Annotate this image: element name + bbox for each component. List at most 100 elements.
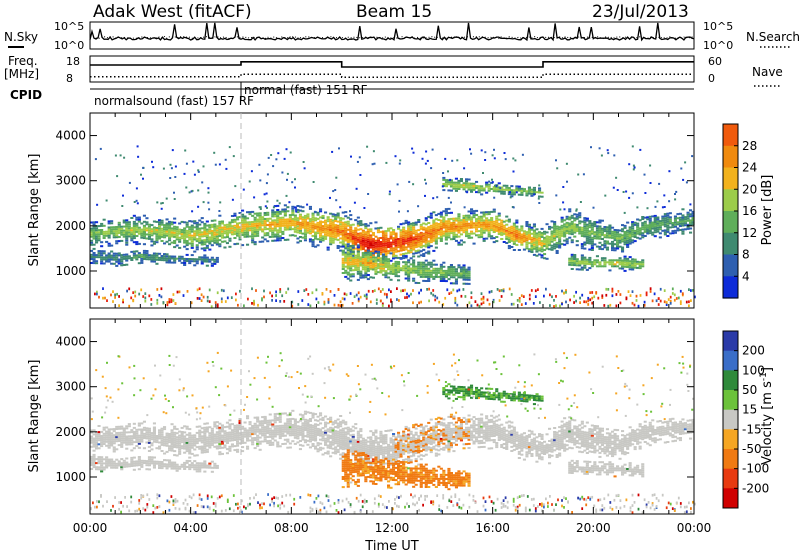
power-cell (444, 224, 448, 227)
power-cell (291, 205, 295, 208)
velocity-cell (125, 427, 129, 430)
power-cell (233, 243, 237, 246)
power-clutter (679, 300, 682, 303)
velocity-cell (263, 436, 267, 439)
power-cell (419, 240, 423, 243)
power-scatter (285, 148, 288, 151)
power-cell (631, 231, 635, 234)
velocity-cell (291, 440, 295, 443)
power-clutter (323, 300, 326, 304)
power-cell (465, 231, 469, 233)
power-cell (429, 214, 433, 217)
power-cell (618, 235, 622, 238)
power-cell (314, 245, 318, 248)
power-cell (266, 213, 270, 216)
power-cell (638, 263, 642, 266)
power-scatter (639, 148, 642, 151)
power-cell (407, 233, 411, 236)
power-cell (105, 240, 109, 243)
power-scatter (663, 206, 666, 208)
power-scatter (691, 155, 694, 158)
power-cell (515, 239, 519, 242)
velocity-cell (117, 433, 121, 436)
power-cell (532, 233, 536, 236)
power-cell (633, 234, 637, 236)
velocity-cell (223, 436, 227, 439)
power-scatter (555, 159, 557, 162)
power-cell (447, 224, 451, 227)
velocity-cell (253, 439, 257, 441)
power-cell (548, 238, 552, 241)
power-cell (359, 248, 363, 251)
power-cell (314, 231, 318, 234)
power-cell (467, 266, 471, 269)
power-cell (689, 221, 693, 224)
power-cell (575, 262, 579, 265)
power-cell (364, 274, 368, 277)
power-cell (344, 265, 348, 268)
power-cell (117, 223, 121, 226)
power-cell (351, 250, 355, 253)
power-cell (308, 207, 312, 210)
power-cell (100, 258, 104, 261)
power-cell (308, 222, 312, 225)
power-cell (482, 187, 486, 190)
velocity-cell (220, 424, 224, 427)
power-cell (424, 235, 428, 238)
velocity-cell (115, 438, 119, 441)
power-cell (487, 187, 491, 190)
power-cell (522, 248, 526, 251)
power-cell (321, 215, 325, 217)
power-cell (115, 242, 119, 245)
power-cell (241, 225, 245, 228)
power-cell (611, 261, 615, 264)
power-cell (95, 262, 99, 265)
power-cell (389, 245, 393, 248)
power-cell (165, 222, 169, 225)
power-cell (412, 236, 416, 239)
power-cell (152, 228, 156, 231)
power-cell (168, 235, 172, 238)
velocity-cell (127, 439, 131, 442)
power-scatter (275, 158, 278, 161)
power-cell (251, 225, 255, 228)
power-cell (193, 238, 197, 241)
power-cell (341, 227, 345, 230)
velocity-cell (168, 433, 172, 435)
power-cell (369, 242, 373, 245)
velocity-cell (178, 434, 182, 437)
velocity-cell (266, 425, 270, 428)
velocity-cell (137, 440, 141, 443)
power-cell (621, 250, 625, 253)
power-cell (263, 222, 267, 225)
power-cell (631, 266, 635, 269)
power-cell (334, 236, 338, 239)
power-cell (517, 249, 521, 251)
power-cell (190, 240, 194, 243)
power-cell (492, 186, 496, 189)
power-cell (286, 222, 290, 225)
velocity-cell (268, 421, 272, 424)
power-cell (321, 229, 325, 232)
velocity-cell (273, 433, 277, 436)
power-cell (399, 233, 403, 236)
velocity-cell (225, 421, 229, 424)
power-cell (550, 248, 554, 251)
power-cell (376, 249, 380, 252)
power-cell (656, 226, 660, 229)
velocity-cell (263, 438, 267, 441)
power-cell (324, 237, 328, 240)
power-cell (356, 244, 360, 247)
power-cell (593, 223, 597, 225)
power-cell (553, 235, 557, 238)
velocity-cell (140, 436, 144, 439)
power-cell (137, 226, 141, 229)
power-cell (412, 263, 416, 266)
power-cell (522, 240, 526, 243)
velocity-cell (253, 426, 257, 429)
power-cell (412, 242, 416, 245)
power-cell (585, 258, 589, 261)
power-cell (236, 228, 240, 231)
power-clutter (502, 289, 505, 293)
power-cell (243, 229, 247, 232)
